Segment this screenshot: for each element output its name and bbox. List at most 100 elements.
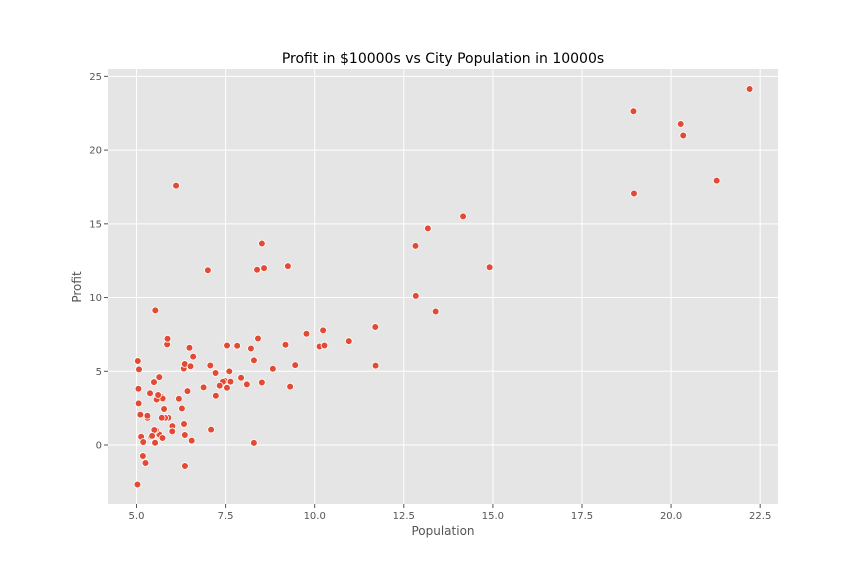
data-point-63 bbox=[485, 263, 494, 272]
data-point-45 bbox=[207, 425, 215, 434]
data-point-31 bbox=[189, 352, 197, 361]
data-point-94 bbox=[250, 439, 258, 447]
data-point-55 bbox=[181, 462, 189, 470]
data-point-36 bbox=[243, 380, 251, 389]
data-point-76 bbox=[223, 383, 231, 392]
y-tick-label: 20 bbox=[89, 146, 102, 157]
y-tick-label: 5 bbox=[96, 367, 102, 378]
y-axis-ticks: 0 5 10 15 20 25 bbox=[89, 72, 108, 452]
data-point-35 bbox=[237, 373, 245, 382]
data-point-92 bbox=[163, 335, 172, 343]
data-point-19 bbox=[206, 361, 215, 370]
data-point-81 bbox=[139, 438, 148, 446]
data-point-18 bbox=[183, 387, 192, 395]
data-point-0 bbox=[172, 181, 180, 190]
data-point-54 bbox=[180, 420, 188, 428]
data-point-29 bbox=[745, 85, 754, 93]
data-point-22 bbox=[150, 378, 158, 386]
data-point-93 bbox=[143, 411, 152, 420]
x-axis-ticks: 5.0 7.5 10.0 12.5 15.0 17.5 20.0 22.5 bbox=[129, 504, 771, 522]
data-point-75 bbox=[187, 436, 196, 445]
data-point-41 bbox=[199, 383, 208, 392]
data-point-84 bbox=[186, 362, 195, 371]
x-tick-label: 22.5 bbox=[749, 511, 771, 522]
data-point-82 bbox=[181, 431, 189, 439]
data-point-64 bbox=[630, 189, 638, 198]
data-point-80 bbox=[158, 434, 167, 442]
data-point-28 bbox=[424, 224, 432, 233]
y-tick-label: 15 bbox=[89, 219, 102, 230]
x-tick-label: 20.0 bbox=[660, 511, 682, 522]
data-point-79 bbox=[136, 410, 145, 419]
data-point-37 bbox=[154, 391, 162, 399]
data-point-57 bbox=[155, 373, 164, 381]
data-point-69 bbox=[679, 131, 688, 140]
data-point-2 bbox=[258, 239, 266, 248]
data-point-90 bbox=[157, 414, 166, 422]
y-tick-label: 10 bbox=[89, 293, 102, 304]
data-point-61 bbox=[139, 452, 147, 460]
data-point-83 bbox=[302, 329, 311, 338]
data-point-42 bbox=[371, 361, 380, 370]
data-point-20 bbox=[175, 394, 183, 403]
data-point-62 bbox=[712, 176, 721, 185]
x-tick-label: 17.5 bbox=[571, 511, 593, 522]
data-point-32 bbox=[284, 262, 292, 270]
data-point-27 bbox=[345, 337, 353, 345]
data-point-60 bbox=[269, 364, 277, 373]
data-point-88 bbox=[151, 438, 159, 447]
data-point-21 bbox=[676, 120, 685, 128]
data-point-65 bbox=[211, 369, 220, 377]
grid-lines bbox=[108, 69, 778, 504]
data-point-48 bbox=[371, 323, 380, 331]
x-tick-label: 12.5 bbox=[393, 511, 415, 522]
y-tick-label: 0 bbox=[96, 441, 102, 452]
data-point-34 bbox=[247, 344, 255, 353]
data-point-59 bbox=[291, 361, 300, 369]
data-point-1 bbox=[151, 306, 160, 315]
data-point-9 bbox=[134, 384, 143, 393]
x-axis-label: Population bbox=[411, 524, 474, 538]
data-point-73 bbox=[212, 391, 220, 400]
data-point-56 bbox=[178, 404, 186, 413]
data-point-44 bbox=[233, 341, 241, 350]
y-axis-label: Profit bbox=[70, 271, 84, 303]
data-point-5 bbox=[253, 265, 261, 274]
data-point-96 bbox=[148, 432, 156, 440]
data-point-74 bbox=[133, 480, 142, 489]
x-tick-label: 15.0 bbox=[482, 511, 504, 522]
data-point-3 bbox=[204, 266, 212, 275]
data-point-87 bbox=[168, 427, 177, 436]
data-point-26 bbox=[411, 242, 420, 250]
data-point-50 bbox=[223, 341, 231, 350]
data-point-89 bbox=[134, 399, 143, 408]
data-point-15 bbox=[146, 389, 154, 398]
data-point-7 bbox=[260, 264, 268, 272]
y-tick-label: 25 bbox=[89, 72, 102, 83]
x-tick-label: 10.0 bbox=[304, 511, 326, 522]
data-point-78 bbox=[320, 341, 329, 350]
data-point-38 bbox=[411, 292, 420, 300]
chart-title: Profit in $10000s vs City Population in … bbox=[282, 51, 604, 67]
data-point-91 bbox=[226, 377, 235, 386]
data-point-86 bbox=[281, 340, 290, 349]
data-point-66 bbox=[250, 356, 258, 365]
data-point-95 bbox=[431, 307, 440, 316]
data-point-43 bbox=[160, 405, 168, 413]
data-point-11 bbox=[459, 212, 467, 221]
x-tick-label: 7.5 bbox=[218, 511, 234, 522]
data-point-53 bbox=[225, 367, 234, 376]
data-point-77 bbox=[134, 357, 142, 365]
data-point-85 bbox=[258, 378, 266, 387]
data-point-46 bbox=[135, 365, 143, 374]
plot-area bbox=[108, 69, 778, 504]
data-point-13 bbox=[254, 334, 262, 343]
data-point-30 bbox=[141, 459, 150, 467]
data-point-8 bbox=[185, 343, 194, 352]
data-points bbox=[133, 85, 754, 489]
data-point-25 bbox=[629, 107, 638, 116]
data-point-71 bbox=[215, 381, 224, 390]
data-point-67 bbox=[319, 326, 327, 335]
x-tick-label: 5.0 bbox=[129, 511, 145, 522]
